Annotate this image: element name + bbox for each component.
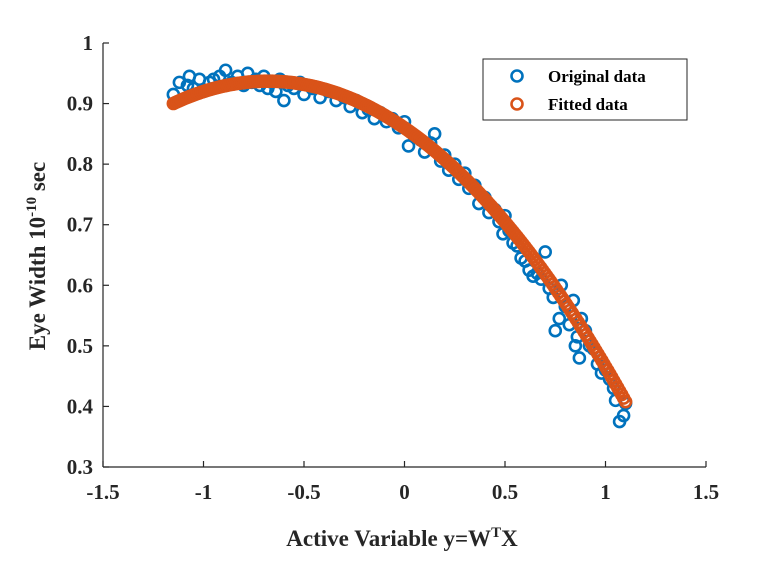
x-tick-label: -1 — [195, 480, 213, 504]
fitted-data-point — [618, 394, 633, 409]
y-axis-title-sup: -10 — [24, 197, 40, 217]
x-tick-label: -1.5 — [86, 480, 119, 504]
y-tick-label: 0.5 — [67, 334, 93, 358]
original-data-point — [277, 93, 291, 108]
y-tick-label: 0.4 — [67, 394, 94, 418]
original-data-point — [427, 127, 442, 141]
legend-label-original: Original data — [548, 67, 646, 86]
original-data-point — [616, 408, 631, 423]
y-tick-label: 0.7 — [67, 213, 93, 237]
y-axis-title: Eye Width 10-10 sec — [24, 162, 50, 350]
y-tick-label: 0.6 — [67, 273, 93, 297]
x-axis-title-main: Active Variable y=W — [286, 526, 491, 551]
x-axis-title-sup: T — [491, 525, 501, 541]
original-data-point — [401, 139, 416, 153]
series-fitted-data — [166, 74, 633, 409]
x-tick-label: 1.5 — [693, 480, 719, 504]
x-tick-label: 1 — [600, 480, 611, 504]
x-axis-title: Active Variable y=WTX — [286, 525, 518, 551]
y-axis-title-main: Eye Width 10 — [25, 217, 50, 350]
y-tick-label: 0.8 — [67, 152, 93, 176]
x-tick-label: 0 — [399, 480, 410, 504]
original-data-point — [552, 311, 567, 326]
original-data-point — [218, 63, 233, 78]
legend-marker-original — [510, 69, 524, 83]
original-data-point — [172, 75, 187, 90]
original-data-point — [568, 339, 583, 353]
original-data-point — [572, 351, 587, 365]
y-tick-label: 0.3 — [67, 455, 93, 479]
legend-marker-fitted — [510, 97, 524, 111]
x-tick-label: 0.5 — [492, 480, 518, 504]
legend: Original data Fitted data — [482, 58, 688, 121]
original-data-point — [548, 323, 563, 338]
legend-label-fitted: Fitted data — [548, 95, 628, 114]
y-tick-label: 0.9 — [67, 92, 93, 116]
original-data-point — [538, 245, 553, 259]
x-tick-label: -0.5 — [287, 480, 320, 504]
y-axis-title-tail: sec — [25, 162, 50, 197]
y-tick-label: 1 — [83, 31, 94, 55]
axes: -1.5 -1 -0.5 0 0.5 1 1.5 0.3 0.4 0.5 0.6 0.7 0.8 0.9 1 — [67, 31, 719, 504]
x-axis-title-tail: X — [501, 526, 518, 551]
